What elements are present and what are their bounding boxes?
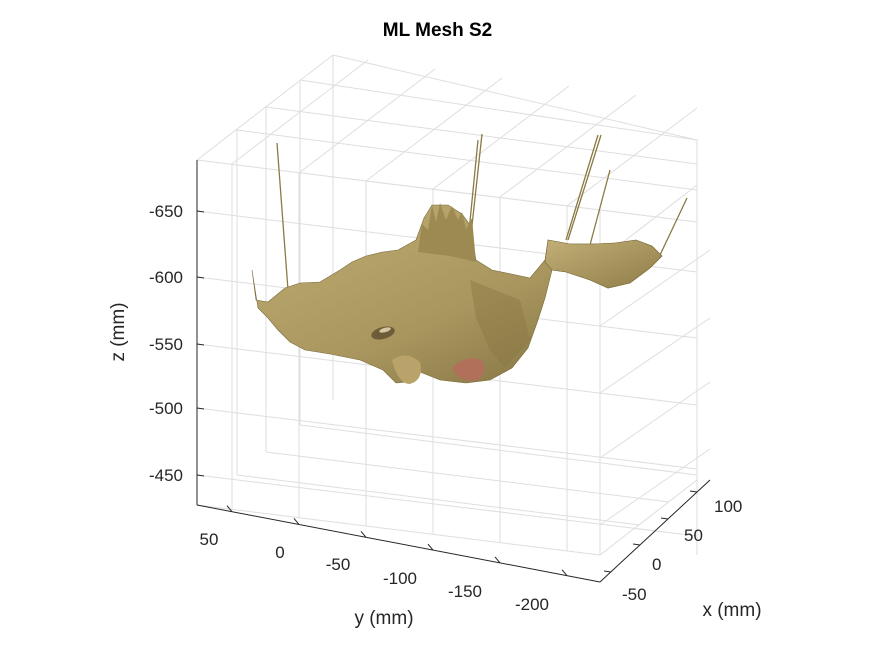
grid-line xyxy=(299,424,698,476)
grid-line xyxy=(196,474,698,537)
x-axis-line xyxy=(599,479,711,583)
grid-line xyxy=(298,68,436,174)
grid-line xyxy=(196,407,698,470)
surface-jagged-edge xyxy=(418,203,476,262)
grid-line xyxy=(299,79,698,141)
y-tick-label: 50 xyxy=(200,530,219,549)
y-tick-mark xyxy=(427,543,434,551)
y-tick-mark xyxy=(226,505,233,513)
x-tick-labels: -50 0 50 100 xyxy=(622,497,742,604)
grid-line xyxy=(599,479,698,556)
lips xyxy=(452,358,485,381)
y-tick-mark xyxy=(360,530,367,538)
ticks xyxy=(196,210,698,577)
z-tick-label: -500 xyxy=(149,399,183,418)
y-tick-labels: 50 0 -50 -100 -150 -200 xyxy=(200,530,549,614)
spike xyxy=(276,142,289,291)
x-tick-mark xyxy=(660,517,669,520)
z-tick-mark xyxy=(196,276,205,279)
grid-line xyxy=(599,249,711,327)
axes-lines xyxy=(196,160,711,583)
z-tick-mark xyxy=(196,407,205,410)
grid-line xyxy=(432,85,570,190)
z-tick-label: -550 xyxy=(149,335,183,354)
spike xyxy=(565,134,599,241)
y-tick-mark xyxy=(293,518,300,525)
y-tick-label: -50 xyxy=(326,555,351,574)
z-axis-label: z (mm) xyxy=(108,302,129,361)
grid-line xyxy=(365,77,503,182)
eye-highlight xyxy=(379,327,391,333)
surface-spikes xyxy=(276,133,688,291)
x-tick-mark xyxy=(689,490,698,493)
z-tick-mark xyxy=(196,474,205,477)
grid-line xyxy=(566,107,698,207)
chart-title: ML Mesh S2 xyxy=(382,20,493,41)
y-tick-label: -150 xyxy=(448,582,482,601)
grid-line xyxy=(196,159,698,223)
y-tick-mark xyxy=(494,556,501,564)
z-tick-label: -650 xyxy=(149,202,183,221)
z-tick-label: -450 xyxy=(149,466,183,485)
spike xyxy=(659,197,688,256)
grid-line xyxy=(599,448,711,526)
ear-surface xyxy=(544,239,663,289)
x-axis-label: x (mm) xyxy=(702,600,761,621)
z-tick-labels: -650 -600 -550 -500 -450 xyxy=(149,202,183,485)
y-axis-line xyxy=(196,504,601,583)
surface-mesh xyxy=(251,133,688,384)
x-tick-mark xyxy=(603,570,612,573)
z-tick-mark xyxy=(196,343,205,346)
grid-line xyxy=(499,94,637,198)
x-tick-label: 100 xyxy=(714,497,742,516)
x-tick-mark xyxy=(632,543,641,546)
y-tick-label: 0 xyxy=(275,543,284,562)
x-tick-label: 50 xyxy=(684,526,703,545)
spike xyxy=(589,169,611,246)
spike xyxy=(567,134,602,241)
grid-line xyxy=(236,129,698,191)
grid-line xyxy=(196,504,601,556)
z-tick-mark xyxy=(196,210,205,213)
grid-line xyxy=(265,451,670,503)
x-tick-label: -50 xyxy=(622,585,647,604)
z-tick-label: -600 xyxy=(149,268,183,287)
y-tick-label: -200 xyxy=(515,595,549,614)
y-axis-label: y (mm) xyxy=(354,608,413,629)
grid-line xyxy=(231,59,369,165)
nose xyxy=(392,355,421,384)
y-tick-mark xyxy=(561,569,568,577)
grid-line xyxy=(236,474,641,526)
grid-line xyxy=(599,381,711,459)
back-wall-outline xyxy=(196,54,698,555)
x-tick-label: 0 xyxy=(652,555,661,574)
grid-line xyxy=(599,317,711,394)
y-tick-label: -100 xyxy=(383,569,417,588)
cheek-shadow xyxy=(470,280,530,368)
